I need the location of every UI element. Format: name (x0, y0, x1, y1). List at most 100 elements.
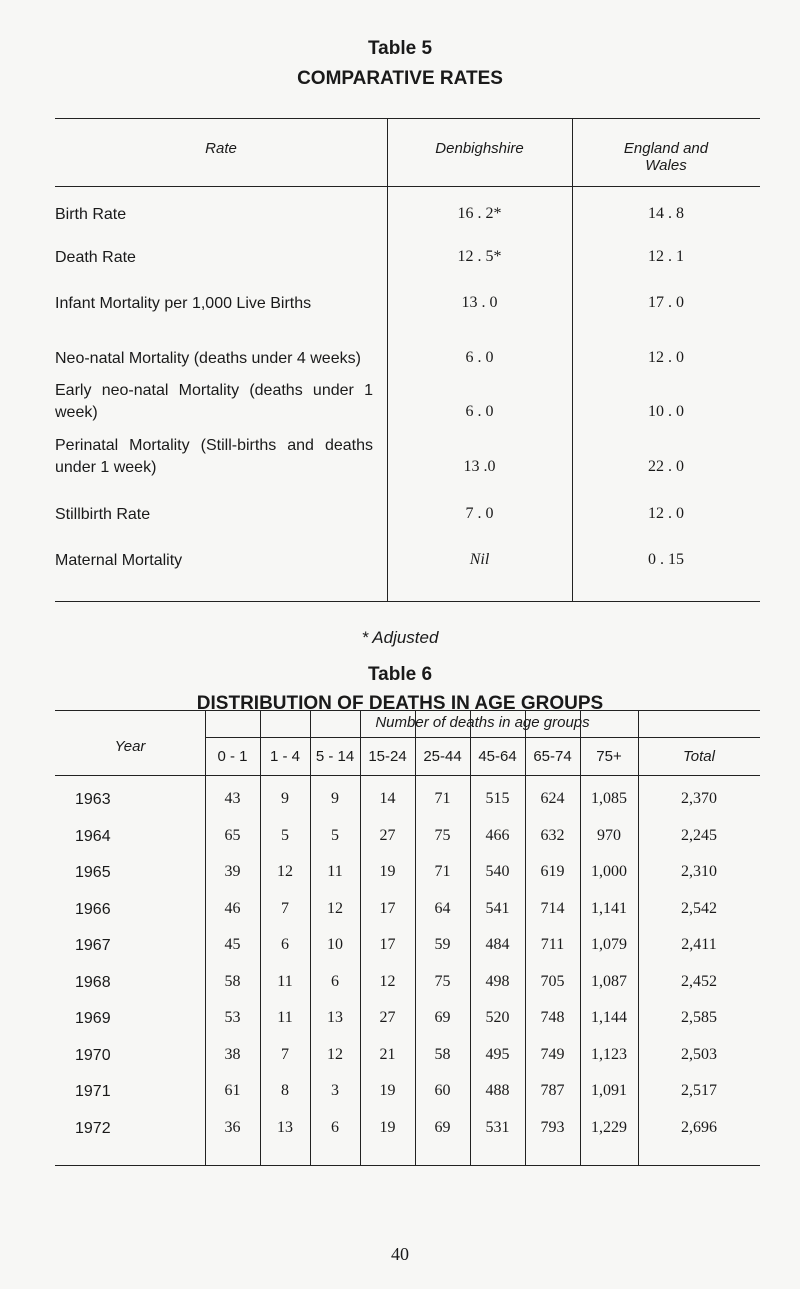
cell: 624 (540, 790, 565, 807)
column-header: 15-24 (368, 748, 407, 765)
row-label: 1972 (75, 1119, 111, 1137)
column-header: Rate (205, 140, 237, 157)
rule (205, 710, 206, 1165)
cell: 19 (379, 1082, 396, 1099)
cell: 520 (485, 1009, 510, 1026)
row-label: 1963 (75, 791, 111, 808)
cell: 3 (331, 1082, 339, 1099)
column-header: Total (683, 748, 715, 765)
rule (470, 710, 471, 1165)
cell: 711 (540, 936, 565, 953)
rule (415, 710, 416, 1165)
rule (55, 118, 760, 119)
column-header: 25-44 (423, 748, 462, 765)
rule (580, 710, 581, 1165)
cell: 21 (379, 1045, 396, 1063)
cell: 64 (434, 899, 451, 917)
rule (55, 710, 760, 711)
cell: 1,085 (591, 790, 627, 807)
cell: 22 . 0 (648, 458, 684, 475)
row-label: 1971 (75, 1083, 111, 1100)
cell: 484 (485, 936, 510, 953)
cell: 632 (540, 826, 565, 844)
cell: 498 (485, 972, 510, 990)
row-label: 1969 (75, 1010, 111, 1027)
rule (638, 710, 639, 1165)
cell: 2,517 (681, 1082, 717, 1099)
cell: 12 (379, 972, 396, 990)
cell: 0 . 15 (648, 551, 684, 568)
rule (205, 737, 760, 738)
cell: 749 (540, 1045, 565, 1063)
cell: 2,452 (681, 972, 717, 990)
cell: 12 . 0 (648, 349, 684, 366)
cell: 7 (281, 1045, 289, 1063)
table-title: Table 6 (367, 664, 433, 685)
cell: 13 .0 (463, 458, 496, 475)
row-label: 1966 (75, 900, 111, 918)
cell: 466 (485, 826, 510, 844)
cell: 2,411 (681, 936, 717, 953)
cell: 1,141 (591, 899, 627, 917)
cell: 714 (540, 899, 565, 917)
page-number: 40 (391, 1244, 409, 1264)
rule (55, 601, 760, 602)
cell: 13 . 0 (461, 294, 498, 311)
cell: 488 (485, 1082, 510, 1099)
cell: 12 . 5* (457, 248, 502, 265)
cell: 17 (379, 936, 396, 953)
rule (360, 710, 361, 1165)
cell: 12 (327, 1045, 343, 1063)
cell: 1,000 (591, 863, 627, 880)
cell: 495 (485, 1045, 510, 1063)
cell: 12 . 0 (648, 505, 684, 522)
cell: 43 (224, 790, 241, 807)
table-subtitle: COMPARATIVE RATES (297, 68, 503, 89)
cell: 2,310 (681, 863, 717, 880)
column-header: 5 - 14 (315, 748, 355, 765)
cell: 46 (224, 899, 241, 917)
table-title: Table 5 (367, 38, 433, 59)
cell: 13 (277, 1118, 293, 1136)
cell: 2,696 (681, 1118, 717, 1136)
cell: 27 (379, 1009, 396, 1026)
row-label: Birth Rate (55, 206, 127, 223)
cell: 11 (327, 863, 343, 880)
cell: 540 (485, 863, 510, 880)
cell: 61 (224, 1082, 241, 1099)
cell: 5 (331, 826, 339, 844)
rule (55, 186, 760, 187)
rule (310, 710, 311, 1165)
row-label: 1964 (75, 827, 111, 845)
cell: 13 (327, 1009, 343, 1026)
cell: 787 (540, 1082, 565, 1099)
cell: 705 (540, 972, 565, 990)
column-header: 65-74 (533, 748, 572, 765)
cell: 6 (331, 1118, 339, 1136)
column-header: England and Wales (623, 140, 709, 174)
row-label: 1970 (75, 1046, 111, 1064)
cell: 8 (281, 1082, 289, 1099)
cell: 16 . 2* (457, 205, 502, 222)
rule (572, 118, 573, 601)
cell: 12 (327, 899, 343, 917)
cell: 619 (540, 863, 565, 880)
cell: 60 (434, 1082, 451, 1099)
cell: 38 (224, 1045, 241, 1063)
cell: 11 (277, 1009, 293, 1026)
cell: 58 (434, 1045, 451, 1063)
row-label: Infant Mortality per 1,000 Live Births (55, 295, 312, 312)
cell: 17 (379, 899, 396, 917)
cell: 2,503 (681, 1045, 717, 1063)
group-header: Number of deaths in age groups (375, 714, 590, 731)
table-subtitle: DISTRIBUTION OF DEATHS IN AGE GROUPS (196, 693, 604, 714)
column-header: 0 - 1 (217, 748, 248, 765)
cell: 1,229 (591, 1118, 627, 1136)
row-label: 1968 (75, 973, 111, 991)
row-label: Maternal Mortality (55, 552, 183, 569)
row-label: Early neo-natal Mortality (deaths under … (55, 382, 373, 421)
cell: 6 (281, 936, 289, 953)
cell: 6 . 0 (465, 403, 494, 420)
cell: 69 (434, 1009, 451, 1026)
cell: 14 (379, 790, 396, 807)
